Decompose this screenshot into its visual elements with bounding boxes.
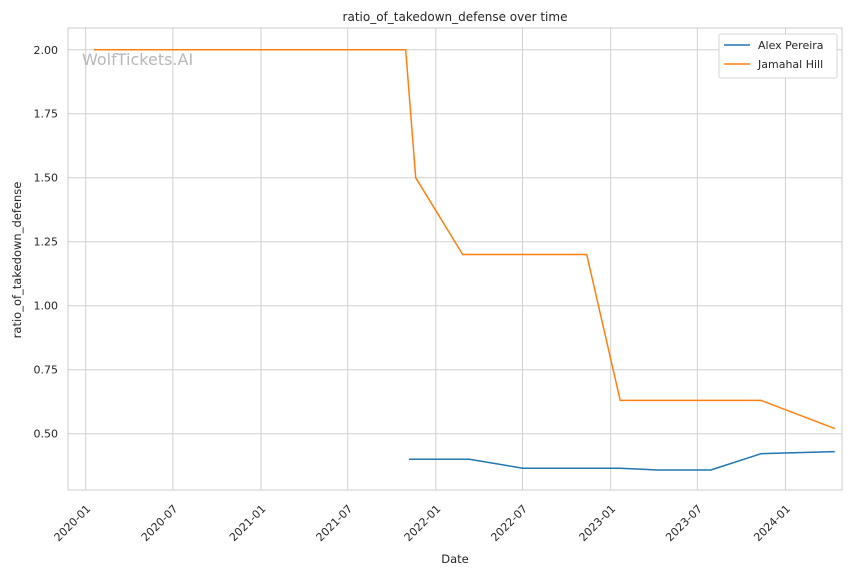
y-tick-label: 1.50 (34, 172, 59, 185)
y-tick-label: 2.00 (34, 44, 59, 57)
x-tick-label: 2022-07 (488, 502, 530, 544)
y-axis-title: ratio_of_takedown_defense (10, 182, 24, 339)
x-axis-ticks: 2020-01 2020-07 2021-01 2021-07 2022-01 2022-… (52, 502, 793, 544)
series-lines (93, 49, 836, 471)
x-tick-label: 2024-01 (751, 502, 793, 544)
plot-area (67, 27, 843, 491)
y-tick-label: 0.75 (34, 364, 59, 377)
y-tick-label: 1.75 (34, 108, 59, 121)
series-line-jamahal-hill (93, 49, 836, 430)
y-tick-label: 1.00 (34, 300, 59, 313)
y-axis-ticks: 0.50 0.75 1.00 1.25 1.50 1.75 2.00 (34, 44, 59, 441)
series-line-alex-pereira (409, 450, 835, 471)
x-axis-title: Date (441, 552, 469, 566)
legend-label-jamahal-hill: Jamahal Hill (757, 58, 823, 71)
x-tick-label: 2023-01 (577, 502, 619, 544)
x-tick-label: 2022-01 (402, 502, 444, 544)
y-tick-label: 0.50 (34, 428, 59, 441)
y-tick-label: 1.25 (34, 236, 59, 249)
legend-label-alex-pereira: Alex Pereira (758, 39, 824, 52)
watermark-text: WolfTickets.AI (82, 50, 193, 69)
chart-title: ratio_of_takedown_defense over time (343, 10, 568, 24)
x-tick-label: 2021-07 (314, 502, 356, 544)
x-tick-label: 2023-07 (663, 502, 705, 544)
legend: Alex Pereira Jamahal Hill (718, 33, 838, 79)
x-tick-label: 2021-01 (227, 502, 269, 544)
x-tick-label: 2020-07 (139, 502, 181, 544)
x-tick-label: 2020-01 (52, 502, 94, 544)
